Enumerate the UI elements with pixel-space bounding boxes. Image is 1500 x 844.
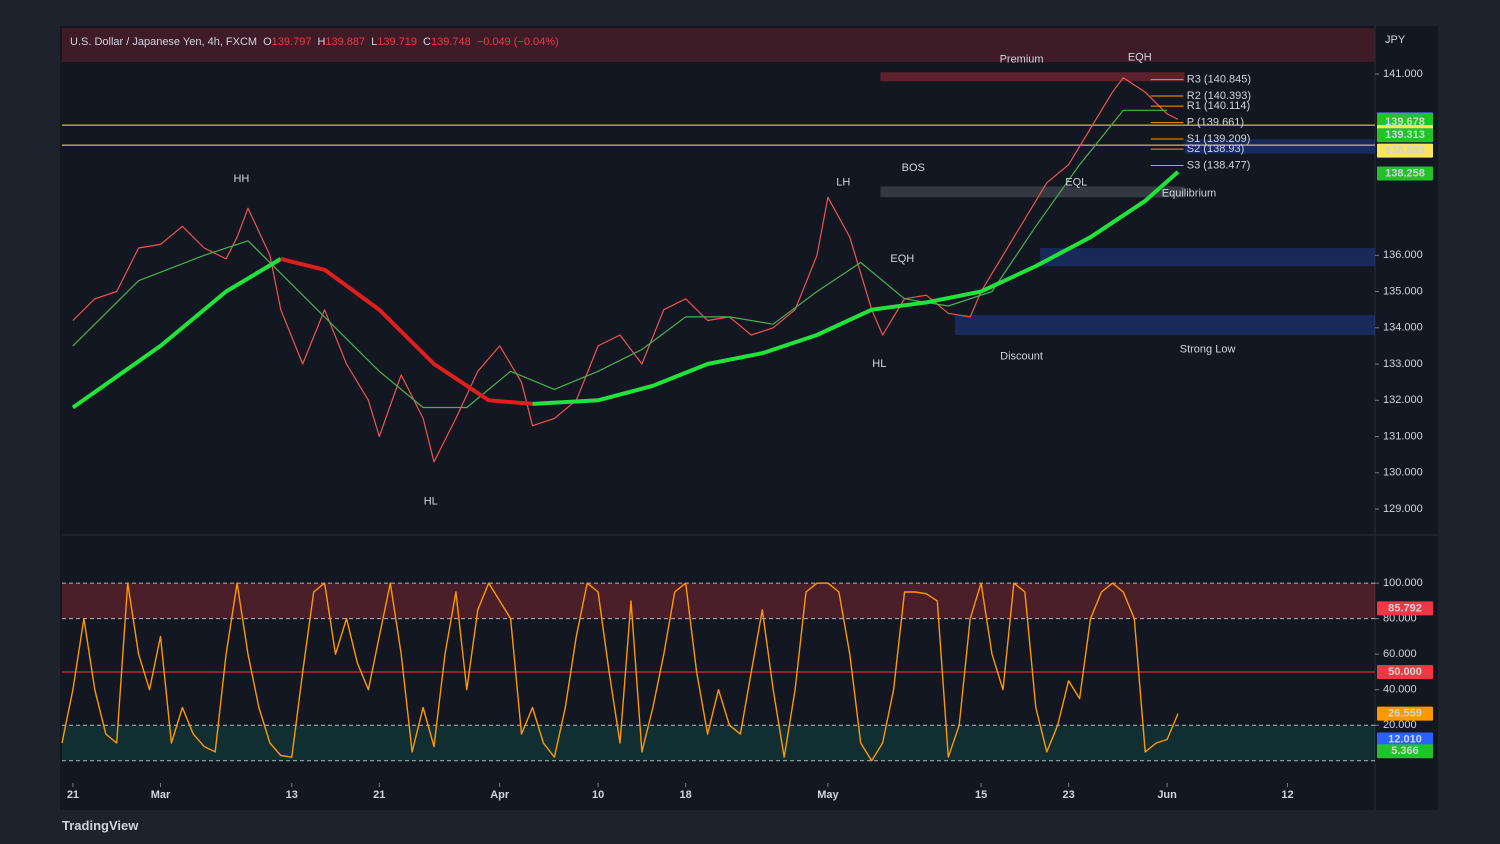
annotation: Premium [1000,53,1044,65]
x-tick-label: May [817,789,839,801]
price-tag-label: 50.000 [1388,666,1422,678]
y-tick-label: 135.000 [1383,285,1423,297]
annotation: EQH [890,253,914,265]
series-line [61,582,1179,762]
y-tick-label: 141.000 [1383,68,1423,80]
annotation: Discount [1000,351,1043,363]
band [62,725,1375,761]
price-tag-label: 139.313 [1385,129,1425,141]
ohlc-label: C [423,36,431,48]
y-tick-label: 136.000 [1383,249,1423,261]
annotation: BOS [902,162,925,174]
price-tag [1377,744,1433,759]
x-tick-label: 21 [373,789,385,801]
zone [1040,248,1375,267]
price-tag-label: 85.792 [1388,602,1422,614]
series-line [280,256,533,406]
pivot-label: R2 (140.393) [1187,90,1251,102]
price-tag [1377,166,1433,181]
chart-title: U.S. Dollar / Japanese Yen, 4h, FXCM O139… [70,36,559,48]
symbol-title: U.S. Dollar / Japanese Yen, 4h, FXCM [70,36,257,48]
pivot-label: P (139.661) [1187,116,1244,128]
change: −0.049 (−0.04%) [477,36,559,48]
chart-background [60,26,1438,810]
zone [1184,139,1375,154]
y-tick-label: 131.000 [1383,430,1423,442]
price-tag [1377,601,1433,616]
y-tick-label: 100.000 [1383,577,1423,589]
price-tag-label: 139.678 [1385,116,1425,128]
header-band [62,28,1375,62]
ohlc-value: 139.719 [377,36,417,48]
price-tag [1377,706,1433,721]
x-tick-label: 18 [680,789,692,801]
x-tick-label: 12 [1281,789,1293,801]
y-tick-label: 132.000 [1383,394,1423,406]
price-tag [1377,664,1433,679]
x-tick-label: Mar [151,789,171,801]
y-tick-label: 80.000 [1383,613,1417,625]
pivot-label: R1 (140.114) [1187,100,1250,112]
x-tick-label: 21 [67,789,79,801]
x-tick-label: 13 [286,789,298,801]
y-tick-label: 134.000 [1383,322,1423,334]
ohlc-label: O [263,36,272,48]
y-tick-label: 40.000 [1383,684,1417,696]
price-tag-label: 138.889 [1385,144,1425,156]
currency: JPY [1385,34,1406,46]
ohlc-label: L [371,36,377,48]
annotation: HH [233,173,249,185]
pivot-label: S3 (138.477) [1187,159,1251,171]
price-tag [1377,143,1433,158]
annotation: Strong Low [1180,343,1236,355]
x-tick-label: Jun [1157,789,1177,801]
annotation: HL [424,496,438,508]
annotation: LH [836,177,850,189]
price-tag-label: 12.010 [1388,733,1422,745]
ohlc-value: 139.887 [325,36,365,48]
price-tag-label: 138.258 [1385,167,1425,179]
x-tick-label: Apr [490,789,510,801]
series-line [71,170,1180,410]
y-tick-label: 130.000 [1383,467,1423,479]
price-tag-label: 26.559 [1388,707,1422,719]
x-tick-label: 23 [1063,789,1075,801]
pivot-label: R3 (140.845) [1187,74,1251,86]
y-tick-label: 133.000 [1383,358,1423,370]
y-tick-label: 129.000 [1383,503,1423,515]
annotation: Equilibrium [1162,188,1216,200]
footer-brand: TradingView [62,818,139,833]
x-tick-label: 10 [592,789,604,801]
x-tick-label: 15 [975,789,987,801]
annotation: EQH [1128,52,1152,64]
ohlc-label: H [317,36,325,48]
annotation: HL [872,358,886,370]
pivot-label: S2 (138.93) [1187,143,1244,155]
zone [880,72,1185,82]
ohlc-value: 139.748 [431,36,471,48]
price-tag [1377,128,1433,143]
pivot-label: S1 (139.209) [1187,133,1251,145]
y-tick-label: 20.000 [1383,719,1417,731]
zone [954,315,1375,336]
zone [880,186,1185,198]
price-tag-label: 5.366 [1391,745,1419,757]
series-line [72,77,1179,463]
ohlc-value: 139.797 [272,36,312,48]
annotation: EQL [1065,177,1087,189]
band [62,583,1375,619]
y-tick-label: 60.000 [1383,648,1417,660]
price-tag [1377,732,1433,747]
series-line [72,109,1168,409]
